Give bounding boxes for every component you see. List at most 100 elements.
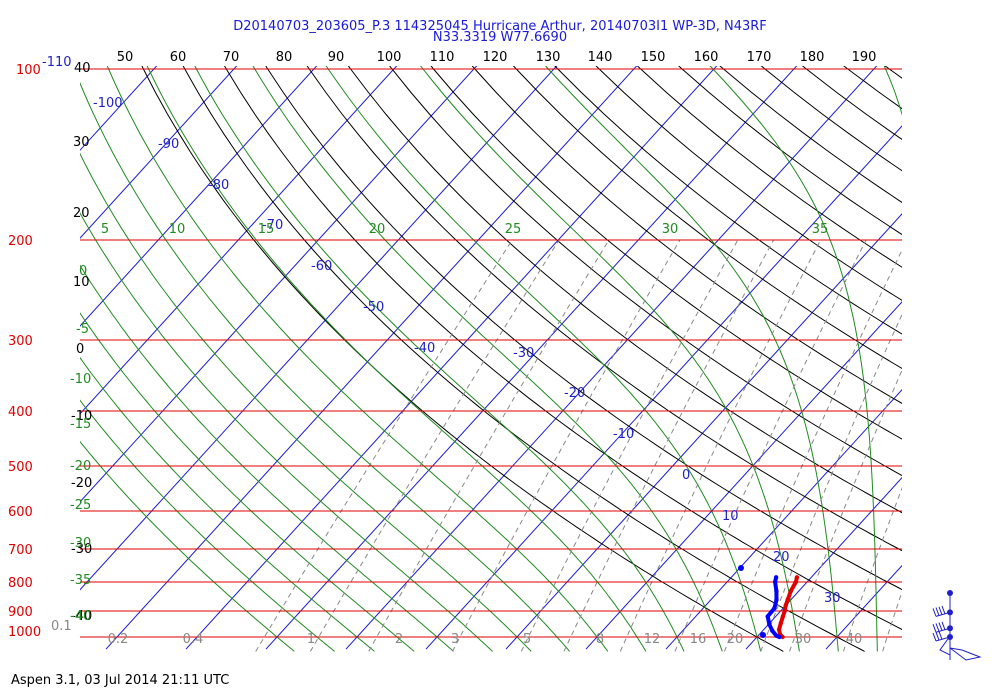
dry-adiabat-line xyxy=(306,66,902,552)
wind-barb xyxy=(932,631,951,642)
wind-barb-shaft xyxy=(935,627,951,633)
dewpoint-trace-line xyxy=(765,576,781,639)
moist-adiabat-left-label: -5 xyxy=(76,322,89,337)
dry-adiabat-line xyxy=(884,66,902,79)
isotherm-line xyxy=(665,389,902,650)
isotherm-line xyxy=(80,66,398,415)
moist-adiabat-left-label: -15 xyxy=(70,417,91,432)
moist-adiabat-label: 25 xyxy=(505,222,522,237)
isotherm-label: 0 xyxy=(682,468,690,483)
pressure-tick-label: 400 xyxy=(8,405,33,420)
wind-barb-pennant xyxy=(949,647,982,661)
left-temp-tick-label: -20 xyxy=(71,476,92,491)
isotherm-label: 30 xyxy=(824,591,841,606)
dry-adiabat-line xyxy=(389,66,902,477)
theta-tick-label: 190 xyxy=(852,50,877,65)
left-temp-tick-label: -40 xyxy=(71,609,92,624)
mixing-ratio-label: 20 xyxy=(727,632,744,647)
moist-adiabat-line xyxy=(325,66,762,652)
dry-adiabat-line xyxy=(935,43,1000,651)
footer-text: Aspen 3.1, 03 Jul 2014 21:11 UTC xyxy=(11,673,230,688)
wind-barb-flag xyxy=(935,607,940,616)
isotherm-label: -100 xyxy=(93,96,123,111)
launch-marker xyxy=(738,565,744,571)
mixing-ratio-line xyxy=(842,486,902,652)
temperature-trace-point xyxy=(782,608,787,614)
left-temp-tick-label: 40 xyxy=(74,61,91,76)
mixing-ratio-label: 8 xyxy=(596,632,604,647)
mixing-ratio-line xyxy=(452,239,681,652)
moist-adiabat-left-label: -30 xyxy=(70,536,91,551)
isotherm-line xyxy=(825,564,902,650)
theta-tick-label: 140 xyxy=(588,50,613,65)
pressure-tick-label: 300 xyxy=(8,334,33,349)
isotherm-label: -60 xyxy=(311,259,332,274)
mixing-ratio-label: 0.1 xyxy=(51,619,72,634)
isotherm-line xyxy=(505,213,902,650)
moist-adiabat-left-label: 0 xyxy=(79,264,87,279)
pressure-tick-label: 700 xyxy=(8,543,33,558)
dewpoint-trace-point xyxy=(773,575,779,580)
dewpoint-trace-point xyxy=(774,597,779,602)
dry-adiabat-line xyxy=(895,43,1000,651)
isotherm-line xyxy=(906,43,1000,649)
wind-barb-flag xyxy=(938,631,943,640)
dewpoint-trace-point xyxy=(777,634,782,640)
wind-barb-flag xyxy=(938,606,943,615)
pressure-tick-label: 900 xyxy=(8,605,33,620)
mixing-ratio-line xyxy=(789,368,902,652)
isotherm-line xyxy=(105,66,638,650)
isotherm-line xyxy=(745,476,902,650)
theta-tick-label: 150 xyxy=(641,50,666,65)
pressure-tick-label: 500 xyxy=(8,460,33,475)
surface-marker xyxy=(760,632,766,638)
moist-adiabat-label: 5 xyxy=(101,222,109,237)
mixing-ratio-line xyxy=(368,239,610,652)
pressure-tick-label: 600 xyxy=(8,505,33,520)
mixing-ratio-line xyxy=(520,239,739,652)
isotherm-label: -90 xyxy=(158,137,179,152)
temperature-trace-point xyxy=(794,575,800,580)
moist-adiabat-label: 35 xyxy=(812,222,829,237)
dewpoint-trace-point xyxy=(772,606,777,611)
theta-tick-label: 70 xyxy=(223,50,240,65)
temperature-trace-point xyxy=(788,588,794,594)
dry-adiabat-line xyxy=(595,66,902,301)
isotherm-line xyxy=(265,66,798,650)
mixing-ratio-label: 0.4 xyxy=(183,632,204,647)
theta-tick-label: 80 xyxy=(276,50,293,65)
pressure-tick-label: 200 xyxy=(8,234,33,249)
mixing-ratio-line xyxy=(619,239,822,652)
dry-adiabat-line xyxy=(430,66,902,440)
temperature-trace-point xyxy=(783,603,788,608)
left-temp-tick-label: 0 xyxy=(76,342,84,357)
mixing-ratio-line xyxy=(563,239,775,652)
mixing-ratio-line xyxy=(255,239,513,652)
moist-adiabat-left-label: -40 xyxy=(70,609,91,624)
left-temp-tick-label: 30 xyxy=(73,135,90,150)
isotherm-line xyxy=(986,43,1000,649)
isotherm-label: -10 xyxy=(613,427,634,442)
mixing-ratio-line xyxy=(882,590,902,652)
isotherm-label: -50 xyxy=(363,300,384,315)
wind-barb xyxy=(932,605,951,617)
mixing-ratio-line xyxy=(723,248,902,652)
dry-adiabat-line xyxy=(801,66,902,141)
mixing-ratio-line xyxy=(309,239,560,652)
wind-barb-flag xyxy=(941,605,946,615)
isotherm-line xyxy=(80,66,478,503)
theta-tick-label: 50 xyxy=(117,50,134,65)
moist-adiabat-label: 10 xyxy=(169,222,186,237)
moist-adiabat-line xyxy=(80,152,532,652)
theta-tick-label: 60 xyxy=(170,50,187,65)
isotherm-label: -80 xyxy=(208,178,229,193)
moist-adiabat-line xyxy=(420,66,800,652)
wind-barb-flag xyxy=(935,623,940,632)
moist-adiabat-left-label: -20 xyxy=(70,459,91,474)
left-temp-tick-label: 20 xyxy=(73,206,90,221)
mixing-ratio-label: 40 xyxy=(846,632,863,647)
theta-tick-label: 100 xyxy=(377,50,402,65)
wind-barb-flag xyxy=(932,608,937,617)
temperature-trace-point xyxy=(776,627,782,632)
